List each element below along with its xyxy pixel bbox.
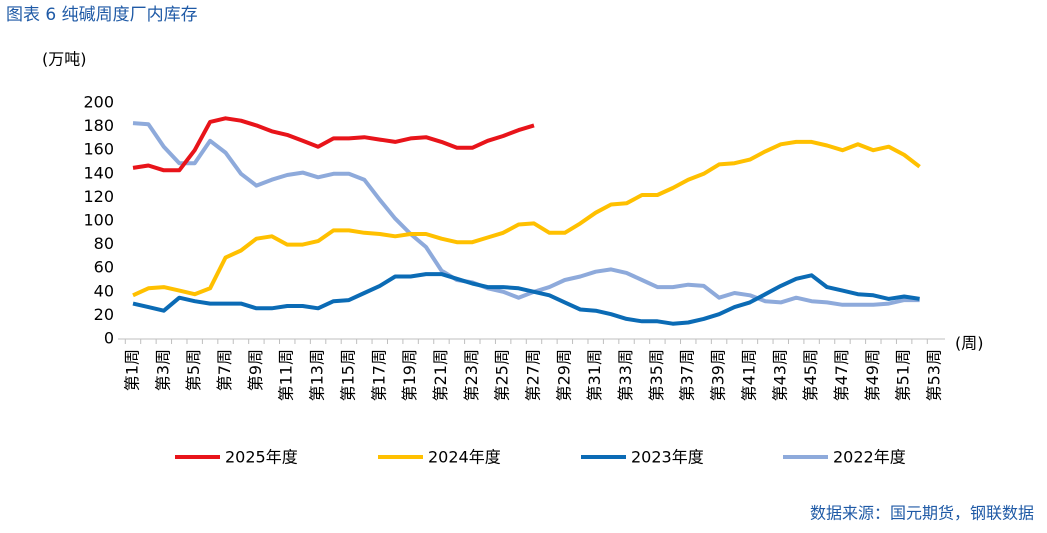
series-line [132, 139, 921, 298]
x-tick-label: 第51周 [894, 349, 913, 401]
legend-label: 2023年度 [631, 448, 704, 467]
x-tick-label: 第29周 [554, 349, 573, 401]
legend-label: 2022年度 [833, 448, 906, 467]
x-tick-label: 第33周 [616, 349, 635, 401]
series-line [132, 272, 920, 326]
x-tick-label: 第5周 [184, 349, 203, 391]
x-tick-label: 第53周 [925, 349, 944, 401]
y-tick-label: 140 [83, 163, 114, 182]
x-tick-label: 第41周 [739, 349, 758, 401]
series-line [132, 116, 535, 173]
x-tick-label: 第39周 [709, 349, 728, 401]
y-tick-label: 80 [94, 234, 114, 253]
legend-label: 2025年度 [225, 448, 298, 467]
x-tick-label: 第11周 [277, 349, 296, 401]
x-tick-label: 第21周 [431, 349, 450, 401]
x-tick-label: 第47周 [832, 349, 851, 401]
x-tick-label: 第7周 [215, 349, 234, 391]
x-tick-label: 第23周 [462, 349, 481, 401]
x-tick-label: 第43周 [770, 349, 789, 401]
x-axis-label: (周) [955, 334, 984, 353]
y-tick-label: 0 [104, 329, 114, 348]
series-line [132, 121, 920, 307]
x-tick-label: 第17周 [369, 349, 388, 401]
x-tick-label: 第31周 [585, 349, 604, 401]
x-tick-label: 第35周 [647, 349, 666, 401]
y-tick-label: 100 [83, 211, 114, 230]
source: 数据来源：国元期货，钢联数据 [810, 504, 1034, 523]
x-tick-label: 第15周 [338, 349, 357, 401]
y-tick-label: 20 [94, 305, 114, 324]
y-tick-label: 60 [94, 258, 114, 277]
y-tick-label: 160 [83, 140, 114, 159]
y-axis-label: (万吨) [42, 50, 87, 69]
x-tick-label: 第9周 [246, 349, 265, 391]
chart-title: 图表 6 纯碱周度厂内库存 [6, 5, 198, 25]
legend-label: 2024年度 [428, 448, 501, 467]
y-tick-label: 200 [83, 93, 114, 112]
x-tick-label: 第13周 [308, 349, 327, 401]
x-tick-label: 第25周 [493, 349, 512, 401]
x-tick-label: 第45周 [801, 349, 820, 401]
x-tick-label: 第37周 [678, 349, 697, 401]
x-tick-label: 第27周 [524, 349, 543, 401]
y-tick-label: 120 [83, 187, 114, 206]
x-tick-label: 第1周 [123, 349, 142, 391]
x-tick-label: 第3周 [153, 349, 172, 391]
y-tick-label: 40 [94, 281, 114, 300]
x-tick-label: 第19周 [400, 349, 419, 401]
y-tick-label: 180 [83, 116, 114, 135]
x-tick-label: 第49周 [863, 349, 882, 401]
